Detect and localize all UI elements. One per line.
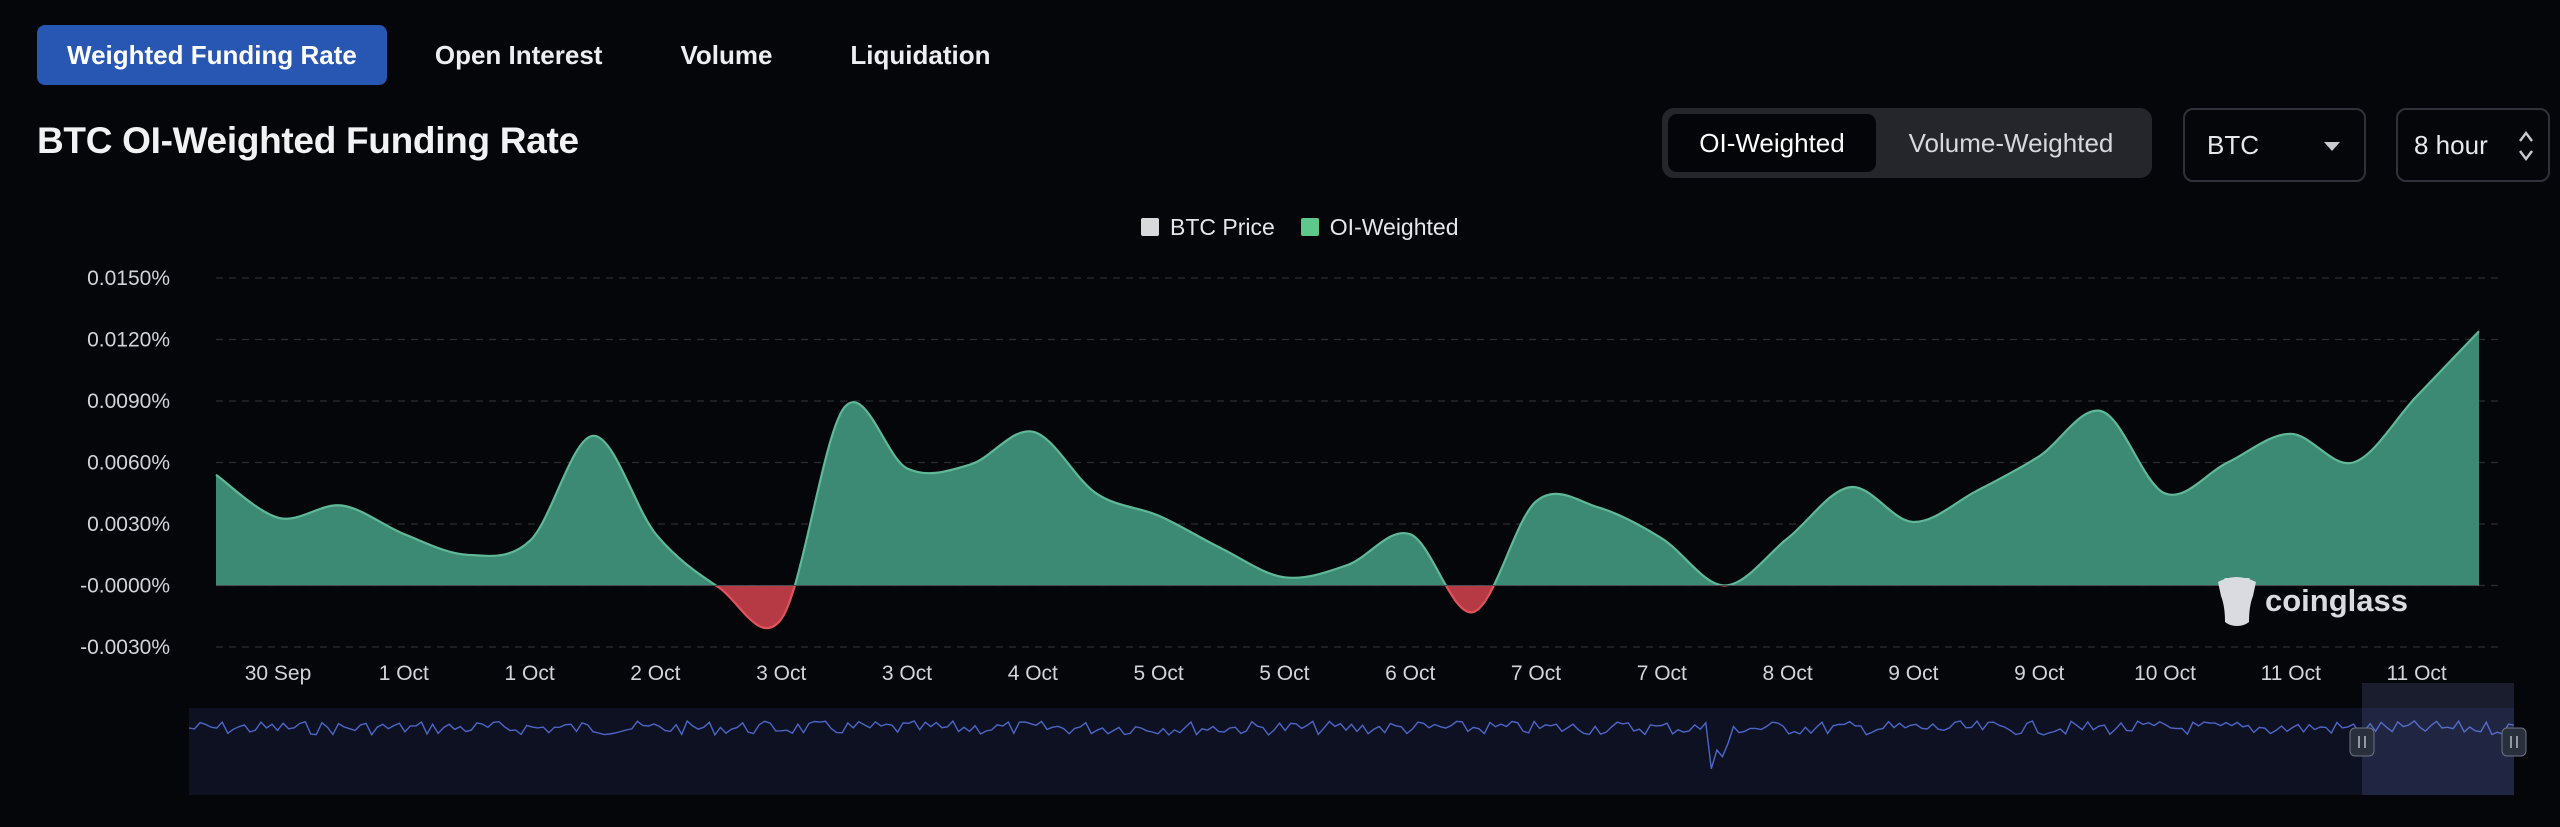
- tab-weighted-funding-rate[interactable]: Weighted Funding Rate: [37, 25, 387, 85]
- watermark-text: coinglass: [2265, 583, 2408, 618]
- y-tick-label: 0.0120%: [87, 329, 170, 352]
- x-tick-label: 5 Oct: [1259, 662, 1309, 685]
- navigator-price-line: [188, 719, 2515, 769]
- oi-weighted-line: [215, 330, 2480, 585]
- tab-volume[interactable]: Volume: [680, 39, 773, 70]
- tab-liquidation[interactable]: Liquidation: [850, 39, 991, 70]
- toggle-volume-weighted[interactable]: Volume-Weighted: [1908, 127, 2114, 158]
- x-tick-label: 7 Oct: [1637, 662, 1687, 685]
- legend-item-btc-price[interactable]: BTC Price: [1141, 214, 1275, 241]
- x-tick-label: 4 Oct: [1008, 662, 1058, 685]
- y-tick-label: 0.0150%: [87, 267, 170, 290]
- navigator-handle-right[interactable]: [2501, 727, 2527, 757]
- weighting-toggle: OI-Weighted Volume-Weighted: [1662, 108, 2152, 178]
- handle-grip: [2349, 727, 2375, 757]
- x-tick-label: 2 Oct: [630, 662, 680, 685]
- y-tick-label: 0.0060%: [87, 452, 170, 475]
- tab-open-interest[interactable]: Open Interest: [434, 39, 603, 70]
- x-tick-label: 11 Oct: [2386, 662, 2446, 685]
- positive-area: [216, 331, 2479, 585]
- legend-label: BTC Price: [1170, 213, 1275, 240]
- chart-tabs: Weighted Funding Rate Open Interest Volume…: [37, 25, 1039, 85]
- x-tick-label: 8 Oct: [1763, 662, 1813, 685]
- toggle-oi-weighted[interactable]: OI-Weighted: [1668, 114, 1876, 172]
- interval-select[interactable]: 8 hour: [2396, 108, 2550, 182]
- x-tick-label: 9 Oct: [2014, 662, 2064, 685]
- y-tick-label: -0.0000%: [80, 575, 170, 598]
- legend-item-oi-weighted[interactable]: OI-Weighted: [1300, 213, 1459, 241]
- coinglass-logo-icon: [2218, 577, 2256, 626]
- x-tick-label: 10 Oct: [2134, 662, 2196, 685]
- y-tick-label: -0.0030%: [80, 636, 170, 659]
- x-tick-label: 6 Oct: [1385, 662, 1435, 685]
- navigator-background: [189, 708, 2514, 795]
- chevron-down-icon: [2324, 142, 2340, 151]
- coin-select-value: BTC: [2207, 129, 2259, 160]
- x-tick-label: 1 Oct: [505, 662, 555, 685]
- x-tick-label: 11 Oct: [2261, 662, 2321, 685]
- x-tick-label: 30 Sep: [245, 662, 312, 685]
- up-down-chevron-icon: [2519, 131, 2533, 161]
- interval-select-value: 8 hour: [2414, 129, 2488, 160]
- coinglass-logo: coinglass: [2218, 577, 2408, 626]
- chart-legend: BTC Price OI-Weighted: [1141, 213, 1485, 241]
- y-tick-label: 0.0090%: [87, 390, 170, 413]
- handle-grip: [2501, 727, 2527, 757]
- coin-select[interactable]: BTC: [2183, 108, 2366, 182]
- navigator-selection: [2362, 683, 2514, 795]
- navigator-handle-left[interactable]: [2349, 727, 2375, 757]
- x-tick-label: 1 Oct: [379, 662, 429, 685]
- legend-swatch: [1141, 218, 1159, 236]
- x-tick-label: 3 Oct: [882, 662, 932, 685]
- x-tick-label: 3 Oct: [756, 662, 806, 685]
- y-tick-label: 0.0030%: [87, 513, 170, 536]
- x-tick-label: 9 Oct: [1888, 662, 1938, 685]
- legend-label: OI-Weighted: [1329, 213, 1459, 240]
- legend-swatch: [1300, 218, 1319, 236]
- page-title: BTC OI-Weighted Funding Rate: [37, 120, 579, 161]
- x-tick-label: 5 Oct: [1134, 662, 1184, 685]
- x-tick-label: 7 Oct: [1511, 662, 1561, 685]
